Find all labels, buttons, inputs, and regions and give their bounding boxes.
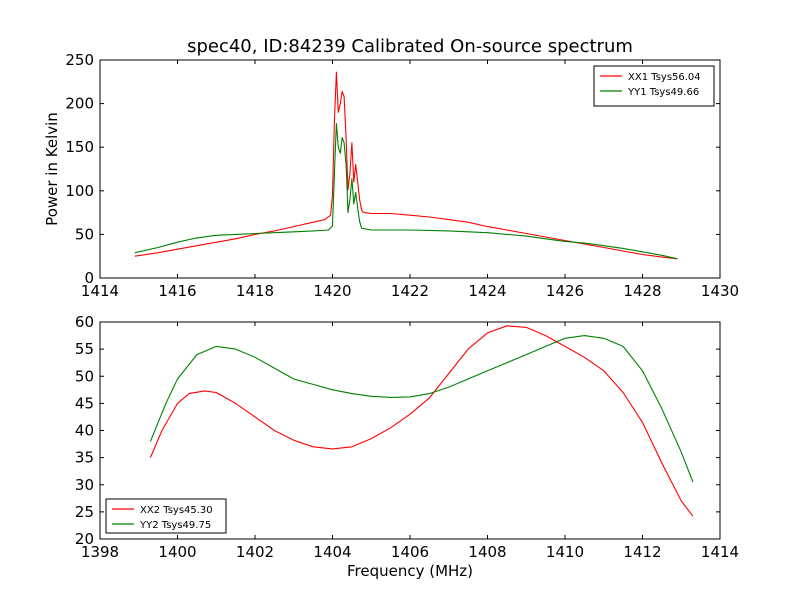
x-tick-label: 1400 (158, 543, 196, 561)
y-tick-label: 50 (75, 367, 94, 385)
legend-label-2: YY1 Tsys49.66 (627, 87, 699, 98)
y-tick-label: 55 (75, 340, 94, 358)
y-tick-label: 45 (75, 394, 94, 412)
y-tick-label: 250 (65, 51, 94, 69)
y-tick-label: 100 (65, 182, 94, 200)
legend: XX2 Tsys45.30 YY2 Tsys49.75 (105, 498, 227, 534)
x-tick-label: 1412 (623, 543, 661, 561)
x-tick-label: 1414 (701, 543, 739, 561)
y-tick-label: 35 (75, 449, 94, 467)
x-tick-label: 1418 (236, 282, 274, 300)
series-line-2 (134, 123, 678, 260)
legend-box (105, 498, 227, 534)
x-tick-label: 1404 (313, 543, 351, 561)
y-tick-label: 0 (84, 269, 94, 287)
x-axis-label: Frequency (MHz) (347, 562, 473, 580)
y-tick-label: 30 (75, 476, 94, 494)
y-axis-label: Power in Kelvin (43, 112, 61, 226)
legend-label-2: YY2 Tsys49.75 (139, 520, 211, 531)
chart-panel-2: 1398 1400 1402 1404 1406 1408 1410 1412 1414 20 25… (75, 313, 739, 580)
x-tick-label: 1402 (236, 543, 274, 561)
x-tick-label: 1420 (313, 282, 351, 300)
y-tick-label: 150 (65, 138, 94, 156)
legend: XX1 Tsys56.04 YY1 Tsys49.66 (593, 65, 715, 107)
x-tick-label: 1410 (546, 543, 584, 561)
legend-label-1: XX1 Tsys56.04 (628, 72, 701, 83)
y-tick-label: 40 (75, 422, 94, 440)
x-tick-label: 1398 (81, 543, 119, 561)
x-tick-label: 1406 (391, 543, 429, 561)
y-tick-label: 200 (65, 95, 94, 113)
x-tick-label: 1422 (391, 282, 429, 300)
y-tick-label: 60 (75, 313, 94, 331)
chart-title: spec40, ID:84239 Calibrated On-source sp… (187, 36, 633, 57)
series-line-1 (134, 71, 678, 260)
legend-label-1: XX2 Tsys45.30 (140, 505, 213, 516)
y-tick-label: 50 (75, 225, 94, 243)
x-tick-label: 1428 (623, 282, 661, 300)
series-line-2 (149, 335, 694, 483)
legend-box (593, 65, 715, 107)
x-tick-label: 1416 (158, 282, 196, 300)
x-tick-label: 1414 (81, 282, 119, 300)
y-tick-label: 20 (75, 530, 94, 548)
series-line-1 (149, 325, 694, 517)
x-tick-label: 1430 (701, 282, 739, 300)
x-tick-label: 1426 (546, 282, 584, 300)
y-tick-label: 25 (75, 503, 94, 521)
chart-panel-1: 1414 1416 1418 1420 1422 1424 1426 1428 1430 0 50 1… (43, 36, 739, 300)
x-tick-label: 1424 (468, 282, 506, 300)
x-tick-label: 1408 (468, 543, 506, 561)
